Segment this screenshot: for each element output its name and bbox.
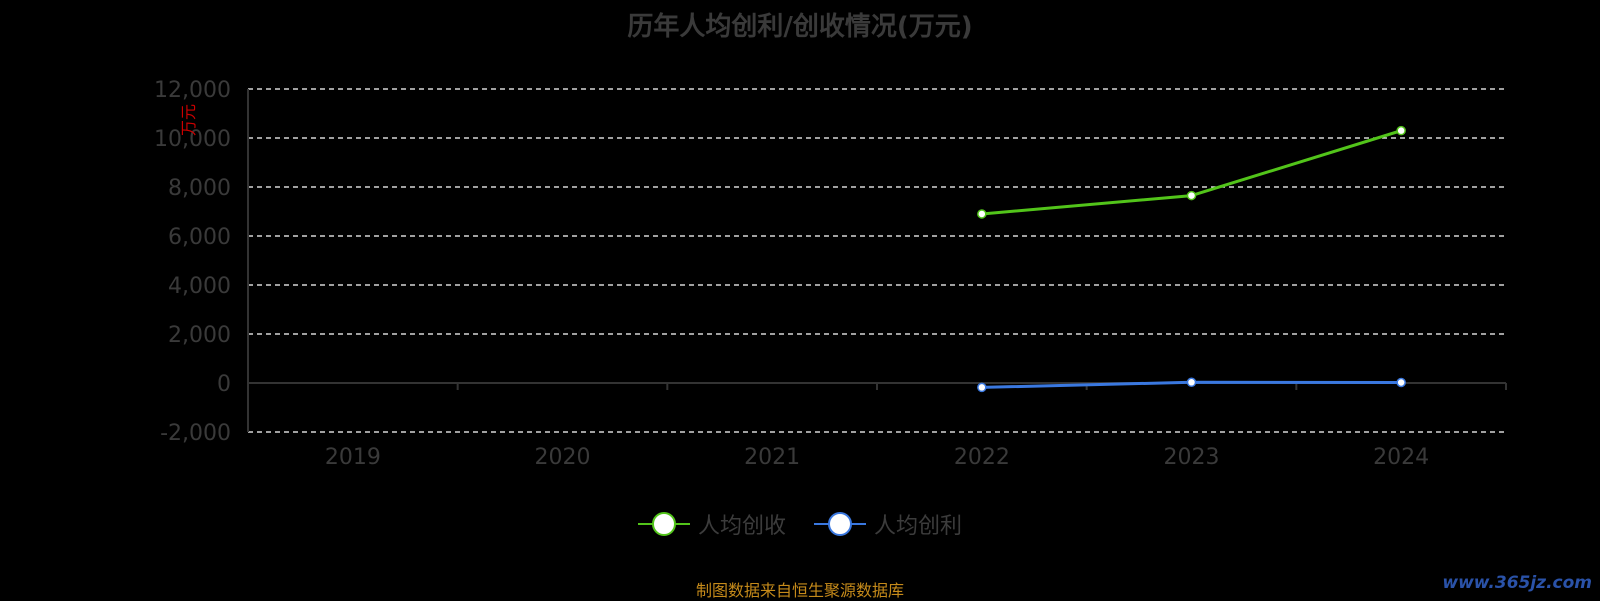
y-tick-label: 8,000 [168,176,231,201]
y-tick-label: 4,000 [168,274,231,299]
x-tick-label: 2021 [744,445,800,470]
legend-label-profit: 人均创利 [874,514,963,539]
y-tick-label: 0 [217,372,231,397]
y-tick-label: 6,000 [168,225,231,250]
legend-marker-revenue [637,512,690,536]
legend-item-profit[interactable]: 人均创利 [814,508,962,540]
legend-marker-profit [814,512,866,536]
watermark: www.365jz.com [1442,573,1592,593]
x-tick-label: 2019 [325,445,381,470]
data-point-0 [1396,125,1406,136]
data-point-0 [977,209,987,219]
x-tick-label: 2020 [535,445,591,470]
data-point-0 [1186,190,1197,201]
y-axis-title: 万元 [179,104,198,136]
data-source-note: 制图数据来自恒生聚源数据库 [695,581,904,600]
x-tick-label: 2022 [954,445,1010,470]
legend-label-revenue: 人均创收 [697,514,786,539]
y-tick-label: 10,000 [154,127,231,152]
legend: 人均创收 人均创利 [0,508,1600,540]
data-point-1 [977,382,987,393]
y-tick-label: 12,000 [154,78,231,103]
y-tick-label: -2,000 [160,421,231,446]
x-tick-label: 2024 [1373,445,1429,470]
y-tick-label: 2,000 [168,323,231,348]
data-point-1 [1396,377,1406,388]
legend-item-revenue[interactable]: 人均创收 [637,508,786,540]
series-line-0 [981,129,1402,216]
chart-title: 历年人均创利/创收情况(万元) [627,12,973,42]
x-tick-label: 2023 [1164,445,1220,470]
data-point-1 [1186,377,1197,388]
